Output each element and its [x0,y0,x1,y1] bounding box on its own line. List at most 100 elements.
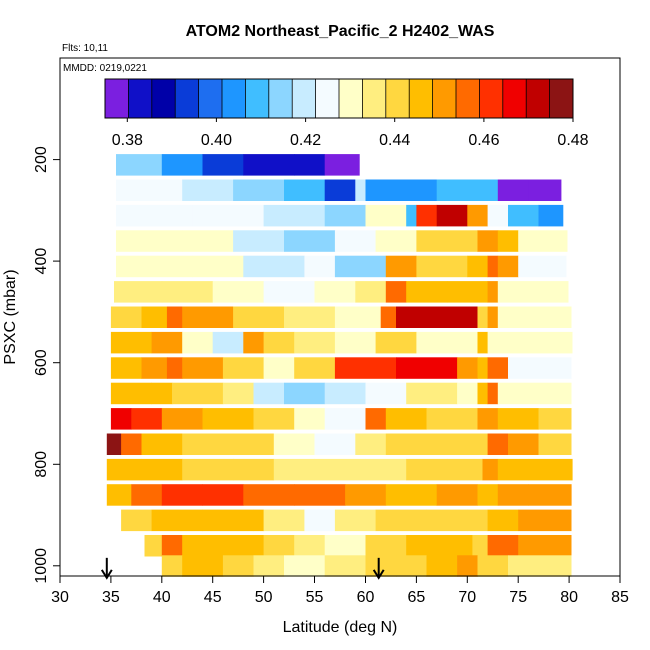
heatmap-cell-r3-c6 [416,230,478,252]
colorbar-swatch-18 [526,79,550,118]
heatmap-cell-r11-c13 [538,433,572,455]
heatmap-cell-r13-c11 [528,484,572,506]
heatmap-cell-r3-c9 [518,230,568,252]
heatmap-cell-r9-c7 [365,382,407,405]
heatmap-cell-r9-c1 [151,382,173,405]
heatmap-cell-r2-c3 [324,204,366,227]
heatmap-cell-r14-c10 [487,509,519,532]
heatmap-cell-r11-c8 [385,433,438,455]
x-tick-label-0: 30 [51,589,69,606]
colorbar-tick-label-5: 0.48 [557,132,588,149]
heatmap-cell-r4-c3 [304,255,336,278]
heatmap-cell-r8-c6 [294,357,336,379]
heatmap-cell-r11-c5 [273,433,315,455]
colorbar-tick-label-0: 0.38 [112,132,143,149]
heatmap-cell-r0-c4 [294,154,326,176]
heatmap-cell-r0-c1 [161,154,203,176]
heatmap-cell-r2-c10 [508,204,539,227]
heatmap-cell-r9-c5 [284,382,326,405]
heatmap-cell-r8-c5 [263,357,295,379]
heatmap-cell-r12-c1 [141,458,183,481]
heatmap-cell-r8-c11 [487,357,509,379]
heatmap-cell-r10-c9 [426,408,478,430]
heatmap-cell-r14-c0 [121,509,152,532]
colorbar-swatch-6 [245,79,270,118]
heatmap-cell-r13-c9 [477,484,499,506]
heatmap-cell-r16-c10 [477,555,509,577]
heatmap-cell-r8-c12 [508,357,572,379]
heatmap-cell-r16-c5 [324,555,366,577]
colorbar-swatch-5 [222,79,246,118]
heatmap-cell-r6-c1 [141,306,168,328]
heatmap-cell-r12-c11 [528,458,573,481]
heatmap-cell-r8-c9 [457,357,478,379]
y-tick-label-3: 800 [33,451,50,478]
heatmap-cell-r6-c5 [284,306,336,328]
flight-markers [100,557,385,580]
x-tick-label-5: 55 [306,589,324,606]
heatmap-cell-r7-c2 [182,331,214,354]
heatmap-cell-r11-c7 [355,433,387,455]
heatmap-cell-r14-c1 [151,509,203,532]
heatmap-cell-r7-c7 [334,331,376,354]
heatmap-cell-r7-c10 [477,331,489,354]
heatmap-cell-r10-c3 [202,408,254,430]
y-tick-label-2: 600 [33,349,50,376]
heatmap-cell-r11-c9 [436,433,478,455]
heatmap-cell-r9-c12 [497,382,572,405]
colorbar-swatch-19 [549,79,574,118]
heatmap-cell-r10-c2 [161,408,203,430]
heatmap-cell-r4-c9 [497,255,519,278]
heatmap-cell-r5-c10 [497,281,569,303]
heatmap-cell-r10-c7 [365,408,387,430]
heatmap-cell-r16-c9 [457,555,478,577]
heatmap-cell-r9-c9 [457,382,478,405]
heatmap-cell-r4-c4 [334,255,387,278]
colorbar-swatch-7 [268,79,293,118]
y-tick-label-0: 200 [33,146,50,173]
heatmap-cell-r4-c2 [243,255,305,278]
heatmap-cell-r3-c5 [375,230,417,252]
heatmap-cell-r6-c6 [334,306,382,328]
heatmap-cell-r15-c5 [294,535,326,557]
heatmap-cell-r6-c7 [380,306,397,328]
heatmap-cell-r7-c8 [375,331,417,354]
colorbar-swatch-12 [385,79,410,118]
heatmap-cell-r9-c4 [253,382,285,405]
heatmap-cell-r5-c0 [114,281,163,303]
heatmap-cell-r10-c1 [131,408,163,430]
heatmap-cell-r6-c3 [182,306,234,328]
heatmap-cell-r1-c8 [497,179,529,201]
heatmap-cell-r13-c1 [131,484,163,506]
heatmap-cell-r13-c2 [161,484,203,506]
plot-frame [59,57,621,577]
heatmap-cell-r16-c4 [284,555,326,577]
heatmap-cell-r12-c2 [182,458,234,481]
chart-title: ATOM2 Northeast_Pacific_2 H2402_WAS [186,23,495,40]
heatmap-cell-r2-c1 [192,204,265,227]
heatmap-cell-r7-c0 [110,331,152,354]
heatmap-cell-r3-c2 [233,230,285,252]
heatmap-cell-r10-c5 [294,408,326,430]
heatmap-cell-r0-c2 [202,154,244,176]
heatmap-cell-r1-c6 [365,179,438,201]
heatmap-cell-r0-c5 [324,154,360,176]
heatmap-cell-r7-c4 [243,331,265,354]
heatmap-cell-r14-c5 [304,509,336,532]
heatmap-cell-r14-c2 [202,509,254,532]
colorbar-swatch-16 [479,79,504,118]
heatmap-cell-r2-c6 [416,204,438,227]
x-tick-label-11: 85 [611,589,629,606]
heatmap-cell-r13-c5 [294,484,346,506]
colorbar-swatch-9 [315,79,340,118]
heatmap-cell-r7-c1 [151,331,183,354]
heatmap-cell-r6-c8 [396,306,478,328]
heatmap-cell-r11-c1 [121,433,142,455]
heatmap-cell-r7-c3 [212,331,244,354]
heatmap-cell-r12-c6 [365,458,407,481]
colorbar: 0.38 0.40 0.42 0.44 0.46 0.48 [104,78,589,149]
heatmap-cell-r9-c0 [110,382,152,405]
heatmap-cell-r1-c4 [324,179,356,201]
heatmap-cell-r10-c6 [324,408,366,430]
heatmap-cell-r16-c7 [396,555,427,577]
